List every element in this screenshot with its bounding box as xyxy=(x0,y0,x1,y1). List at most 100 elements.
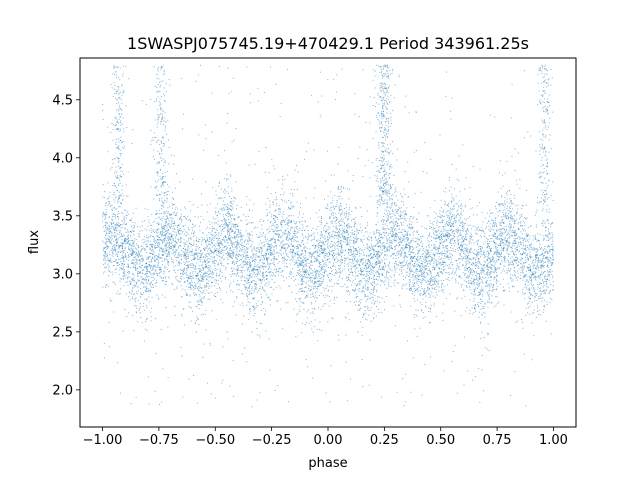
data-point xyxy=(291,204,293,206)
data-point xyxy=(385,236,387,238)
data-point xyxy=(284,179,286,181)
data-point xyxy=(448,220,450,222)
data-point xyxy=(368,250,370,252)
data-point xyxy=(121,244,123,246)
data-point xyxy=(225,206,227,208)
data-point xyxy=(231,275,233,277)
data-point xyxy=(552,255,554,257)
data-point xyxy=(212,246,214,248)
data-point xyxy=(507,253,509,255)
data-point xyxy=(484,217,486,219)
data-point xyxy=(256,265,258,267)
data-point xyxy=(248,271,250,273)
data-point xyxy=(512,286,514,288)
data-point xyxy=(358,290,360,292)
data-point xyxy=(125,184,127,186)
data-point xyxy=(276,203,278,205)
data-point xyxy=(178,252,180,254)
data-point xyxy=(366,278,368,280)
data-point xyxy=(366,231,368,233)
data-point xyxy=(257,274,259,276)
data-point xyxy=(362,285,364,287)
data-point xyxy=(478,272,480,274)
data-point xyxy=(238,243,240,245)
data-point xyxy=(224,223,226,225)
data-point xyxy=(109,258,111,260)
data-point xyxy=(516,259,518,261)
data-point xyxy=(394,222,396,224)
data-point xyxy=(311,277,313,279)
data-point xyxy=(450,273,452,275)
data-point xyxy=(217,264,219,266)
data-point xyxy=(549,290,551,292)
data-point xyxy=(177,229,179,231)
data-point xyxy=(355,223,357,225)
data-point xyxy=(195,225,197,227)
data-point xyxy=(154,272,156,274)
data-point xyxy=(505,216,507,218)
data-point xyxy=(184,324,186,326)
data-point xyxy=(511,203,513,205)
data-point xyxy=(231,209,233,211)
data-point xyxy=(506,250,508,252)
data-point xyxy=(346,232,348,234)
data-point xyxy=(260,259,262,261)
data-point xyxy=(286,235,288,237)
data-point xyxy=(159,250,161,252)
data-point xyxy=(214,236,216,238)
data-point xyxy=(538,240,540,242)
data-point xyxy=(465,281,467,283)
data-point xyxy=(453,273,455,275)
data-point xyxy=(106,198,108,200)
data-point xyxy=(173,234,175,236)
data-point xyxy=(102,214,104,216)
data-point xyxy=(186,232,188,234)
data-point xyxy=(271,245,273,247)
data-point xyxy=(280,241,282,243)
data-point xyxy=(536,293,538,295)
data-point xyxy=(496,226,498,228)
data-point xyxy=(123,260,125,262)
data-point xyxy=(370,261,372,263)
data-point xyxy=(519,236,521,238)
data-point xyxy=(426,289,428,291)
data-point xyxy=(169,244,171,246)
data-point xyxy=(547,228,549,230)
data-point xyxy=(201,272,203,274)
data-point xyxy=(442,232,444,234)
data-point xyxy=(159,233,161,235)
data-point xyxy=(456,236,458,238)
data-point xyxy=(247,256,249,258)
data-point xyxy=(328,256,330,258)
data-point xyxy=(156,243,158,245)
data-point xyxy=(509,242,511,244)
data-point xyxy=(515,229,517,231)
data-point xyxy=(178,261,180,263)
data-point xyxy=(502,246,504,248)
data-point xyxy=(208,254,210,256)
data-point xyxy=(105,202,107,204)
data-point xyxy=(467,249,469,251)
data-point xyxy=(451,97,453,99)
data-point xyxy=(347,239,349,241)
data-point xyxy=(157,229,159,231)
data-point xyxy=(287,246,289,248)
data-point xyxy=(109,261,111,263)
data-point xyxy=(545,227,547,229)
data-point xyxy=(352,218,354,220)
data-point xyxy=(231,209,233,211)
data-point xyxy=(283,256,285,258)
data-point xyxy=(307,272,309,274)
data-point xyxy=(310,240,312,242)
data-point xyxy=(477,251,479,253)
data-point xyxy=(543,290,545,292)
data-point xyxy=(460,284,462,286)
data-point xyxy=(178,262,180,264)
data-point xyxy=(461,214,463,216)
data-point xyxy=(370,263,372,265)
data-point xyxy=(360,268,362,270)
data-point xyxy=(356,253,358,255)
data-point xyxy=(204,248,206,250)
data-point xyxy=(369,273,371,275)
data-point xyxy=(481,305,483,307)
